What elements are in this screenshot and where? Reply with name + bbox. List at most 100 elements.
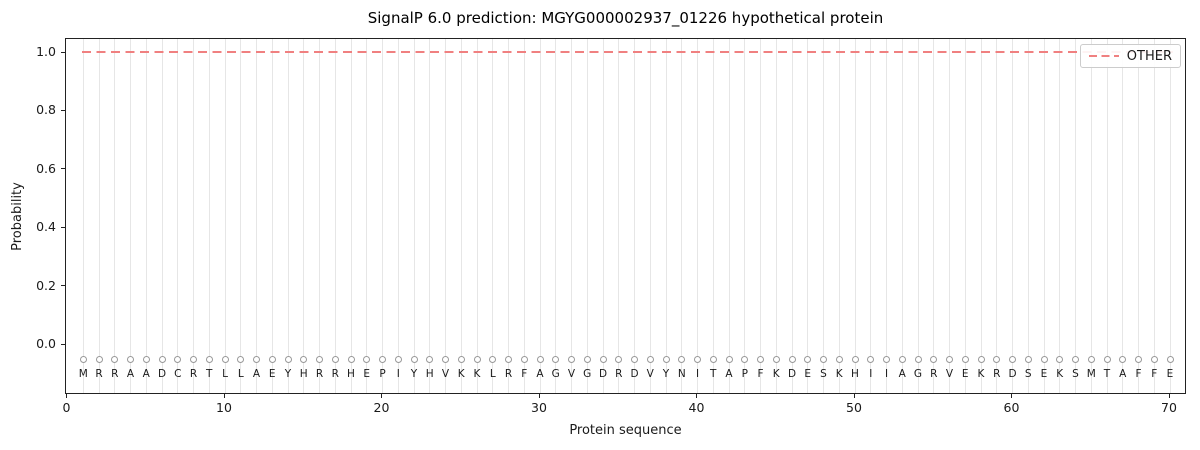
sequence-letter: T — [710, 368, 717, 380]
residue-marker-icon — [709, 356, 717, 363]
residue-marker-icon — [158, 356, 166, 363]
residue-marker-icon — [615, 356, 623, 363]
residue-gridline — [476, 39, 478, 393]
sequence-letter: Y — [662, 368, 670, 380]
legend-label: OTHER — [1126, 48, 1172, 64]
y-tick-label: 0.8 — [36, 102, 56, 118]
sequence-letter: F — [757, 368, 764, 380]
residue-gridline — [712, 39, 714, 393]
residue-gridline — [208, 39, 210, 393]
sequence-letter: R — [930, 368, 938, 380]
residue-gridline — [807, 39, 809, 393]
sequence-letter: F — [521, 368, 528, 380]
residue-gridline — [744, 39, 746, 393]
sequence-letter: H — [347, 368, 355, 380]
residue-gridline — [161, 39, 163, 393]
sequence-letter: T — [1103, 368, 1111, 380]
y-tick-mark — [61, 109, 65, 111]
residue-gridline — [980, 39, 982, 393]
sequence-letter: P — [379, 368, 386, 380]
sequence-letter: L — [222, 368, 228, 380]
residue-gridline — [460, 39, 462, 393]
residue-gridline — [145, 39, 147, 393]
sequence-letter: K — [977, 368, 985, 380]
residue-marker-icon — [1087, 356, 1095, 363]
y-tick-label: 0.2 — [36, 277, 56, 293]
x-tick-mark — [223, 394, 225, 398]
residue-marker-icon — [1166, 356, 1174, 363]
residue-gridline — [130, 39, 131, 393]
residue-marker-icon — [457, 356, 465, 363]
sequence-letter: K — [772, 368, 780, 380]
residue-gridline — [397, 39, 399, 393]
sequence-letter: V — [567, 368, 576, 380]
residue-gridline — [964, 39, 966, 393]
residue-gridline — [681, 39, 683, 393]
sequence-letter: K — [835, 368, 843, 380]
sequence-letter: A — [536, 368, 544, 380]
sequence-letter: S — [1024, 368, 1032, 380]
x-tick-label: 30 — [531, 400, 547, 415]
residue-marker-icon — [426, 356, 434, 363]
sequence-letter: D — [598, 368, 608, 380]
residue-gridline — [571, 39, 572, 393]
residue-gridline — [1153, 39, 1155, 393]
residue-marker-icon — [678, 356, 686, 363]
sequence-letter: G — [583, 368, 592, 380]
sequence-letter: F — [1135, 368, 1142, 380]
sequence-letter: R — [615, 368, 623, 380]
residue-marker-icon — [1024, 356, 1032, 363]
sequence-letter: R — [331, 368, 339, 380]
sequence-letter: E — [961, 368, 969, 380]
x-tick-label: 70 — [1161, 400, 1177, 415]
x-tick-mark — [66, 394, 67, 398]
sequence-letter: D — [630, 368, 639, 380]
residue-gridline — [728, 39, 730, 393]
residue-marker-icon — [725, 356, 733, 363]
residue-marker-icon — [946, 356, 953, 363]
residue-marker-icon — [1072, 356, 1079, 363]
residue-marker-icon — [127, 356, 134, 363]
residue-gridline — [271, 39, 273, 393]
residue-marker-icon — [284, 356, 292, 363]
residue-marker-icon — [977, 356, 985, 363]
residue-gridline — [224, 39, 226, 393]
sequence-letter: E — [363, 368, 371, 380]
sequence-letter: Y — [284, 368, 292, 380]
legend-dashed-line-sample — [1088, 55, 1119, 57]
residue-marker-icon — [835, 356, 843, 363]
residue-gridline — [1043, 39, 1045, 393]
residue-gridline — [1169, 39, 1171, 393]
residue-marker-icon — [237, 356, 245, 363]
residue-gridline — [114, 39, 116, 393]
x-tick-mark — [381, 394, 382, 398]
residue-marker-icon — [142, 356, 150, 363]
x-tick-label: 40 — [688, 400, 705, 415]
residue-marker-icon — [568, 356, 575, 363]
residue-marker-icon — [583, 356, 591, 363]
residue-gridline — [508, 39, 509, 393]
sequence-letter: I — [884, 368, 889, 380]
residue-marker-icon — [410, 356, 418, 363]
residue-gridline — [193, 39, 194, 393]
residue-gridline — [775, 39, 777, 393]
other-probability-line — [82, 51, 1173, 53]
sequence-letter: S — [820, 368, 827, 380]
residue-gridline — [949, 39, 950, 393]
residue-gridline — [823, 39, 824, 393]
y-tick-mark — [61, 168, 65, 170]
residue-gridline — [854, 39, 856, 393]
y-tick-mark — [61, 51, 65, 53]
residue-marker-icon — [788, 356, 796, 363]
y-axis-label: Probability — [9, 181, 25, 251]
residue-gridline — [665, 39, 667, 393]
sequence-letter: I — [695, 368, 700, 380]
sequence-letter: E — [1166, 368, 1174, 380]
x-tick-mark — [696, 394, 697, 398]
sequence-letter: R — [95, 368, 103, 380]
residue-marker-icon — [489, 356, 497, 363]
x-tick-label: 50 — [846, 400, 862, 415]
sequence-letter: V — [646, 368, 654, 380]
x-axis-label: Protein sequence — [569, 423, 682, 438]
